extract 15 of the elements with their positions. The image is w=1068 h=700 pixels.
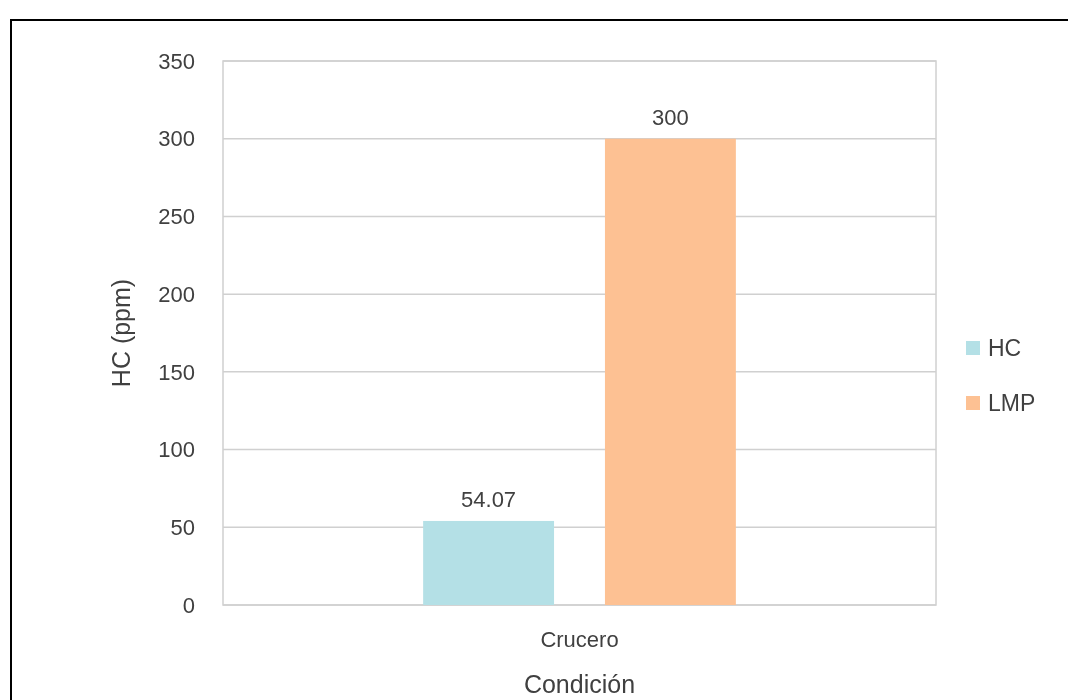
x-axis-title: Condición bbox=[523, 670, 636, 698]
y-tick-label: 200 bbox=[158, 281, 195, 307]
legend-label: HC bbox=[988, 335, 1022, 362]
data-label: 54.07 bbox=[461, 486, 517, 512]
y-tick-label: 150 bbox=[158, 359, 195, 385]
y-tick-label: 50 bbox=[170, 514, 195, 540]
y-tick-label: 350 bbox=[158, 48, 195, 74]
y-tick-label: 100 bbox=[158, 437, 195, 463]
legend-label: LMP bbox=[988, 390, 1036, 417]
y-tick-label: 250 bbox=[158, 204, 195, 230]
y-tick-label: 0 bbox=[182, 592, 195, 618]
y-tick-label: 300 bbox=[158, 126, 195, 152]
data-label: 300 bbox=[652, 104, 689, 130]
y-axis-title: HC (ppm) bbox=[107, 278, 135, 388]
x-tick-label: Crucero bbox=[540, 627, 619, 652]
